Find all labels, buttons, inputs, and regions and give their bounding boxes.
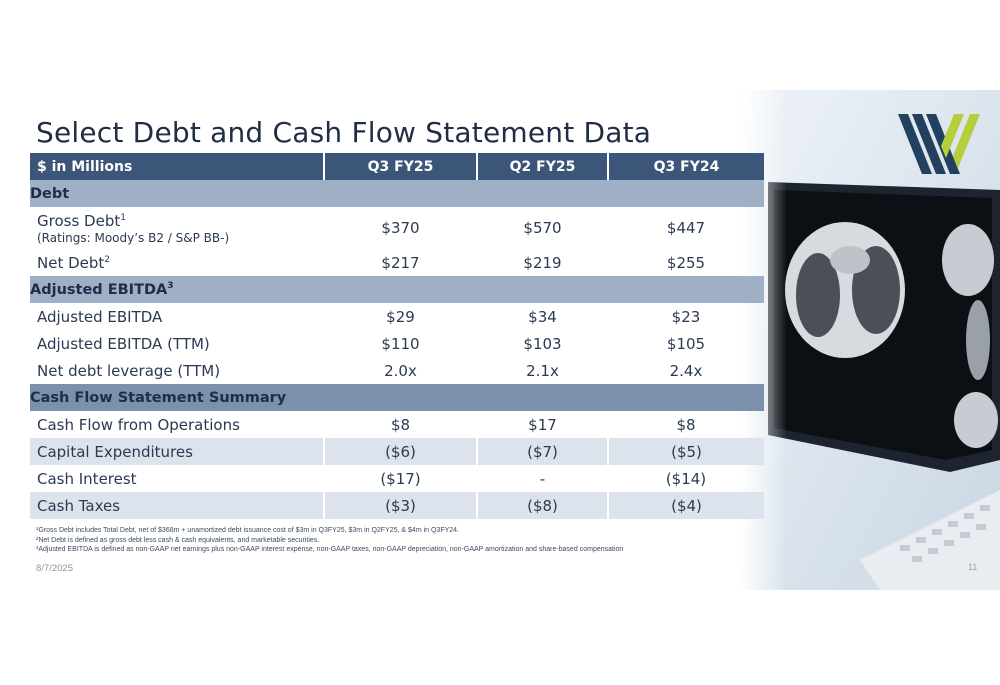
- section-label-text: Adjusted EBITDA: [30, 281, 168, 298]
- ratings-note: (Ratings: Moody’s B2 / S&P BB-): [37, 230, 230, 245]
- cell-value: $105: [666, 334, 706, 353]
- table-row: Gross Debt1 (Ratings: Moody’s B2 / S&P B…: [30, 207, 764, 249]
- footnote-3: ³Adjusted EBITDA is defined as non-GAAP …: [36, 546, 624, 553]
- footnotes: ¹Gross Debt includes Total Debt, net of …: [36, 526, 836, 555]
- table-row: Capital Expenditures ($6) ($7) ($5): [30, 438, 764, 465]
- section-adjusted-ebitda: Adjusted EBITDA3: [30, 276, 764, 303]
- table-row: Adjusted EBITDA $29 $34 $23: [30, 303, 764, 330]
- row-label: Adjusted EBITDA: [37, 307, 163, 326]
- row-label: Gross Debt1 (Ratings: Moody’s B2 / S&P B…: [30, 207, 324, 249]
- row-label: Cash Interest: [37, 469, 137, 488]
- cell-value: ($8): [477, 492, 609, 519]
- cell-value: ($5): [608, 438, 764, 465]
- header-q3fy24: Q3 FY24: [608, 153, 764, 180]
- section-debt: Debt: [30, 180, 764, 207]
- section-label: Debt: [30, 180, 764, 207]
- net-debt-label: Net Debt: [37, 253, 105, 272]
- header-units: $ in Millions: [30, 153, 325, 180]
- cell-value: ($4): [608, 492, 764, 519]
- cell-value: $23: [671, 307, 701, 326]
- table-row: Adjusted EBITDA (TTM) $110 $103 $105: [30, 330, 764, 357]
- section-label: Cash Flow Statement Summary: [30, 384, 764, 411]
- table-row: Cash Flow from Operations $8 $17 $8: [30, 411, 764, 438]
- table-header-row: $ in Millions Q3 FY25 Q2 FY25 Q3 FY24: [30, 153, 764, 180]
- footnote-1: ¹Gross Debt includes Total Debt, net of …: [36, 527, 460, 534]
- cell-value: $110: [381, 334, 420, 353]
- page-number: 11: [968, 562, 978, 572]
- row-label: Adjusted EBITDA (TTM): [37, 334, 210, 353]
- header-q2fy25: Q2 FY25: [477, 153, 609, 180]
- cell-value: 2.1x: [526, 361, 559, 380]
- cell-value: ($6): [324, 438, 478, 465]
- row-label: Net Debt2: [30, 249, 324, 276]
- row-label: Cash Taxes: [30, 492, 325, 519]
- cell-value: $447: [666, 219, 706, 237]
- footnote-marker: 3: [167, 281, 174, 292]
- table-row: Net Debt2 $217 $219 $255: [30, 249, 764, 276]
- section-cash-flow-summary: Cash Flow Statement Summary: [30, 384, 764, 411]
- slide-date: 8/7/2025: [36, 563, 73, 574]
- cell-value: $570: [523, 219, 562, 237]
- footnote-2: ²Net Debt is defined as gross debt less …: [36, 536, 320, 544]
- cell-value: -: [539, 469, 546, 488]
- cell-value: $217: [381, 253, 420, 272]
- cell-value: 2.4x: [669, 361, 703, 380]
- footnote-marker: 1: [120, 212, 126, 223]
- table-row: Cash Taxes ($3) ($8) ($4): [30, 492, 764, 519]
- cell-value: 2.0x: [384, 361, 417, 380]
- slide-title: Select Debt and Cash Flow Statement Data: [36, 116, 652, 149]
- cell-value: $8: [676, 415, 696, 434]
- cell-value: ($7): [477, 438, 609, 465]
- cell-value: $8: [390, 415, 411, 434]
- gross-debt-label: Gross Debt: [37, 211, 121, 230]
- cell-value: $219: [523, 253, 562, 272]
- table-row: Cash Interest ($17) - ($14): [30, 465, 764, 492]
- cell-value: $370: [381, 219, 420, 237]
- table-row: Net debt leverage (TTM) 2.0x 2.1x 2.4x: [30, 357, 764, 384]
- cell-value: $103: [523, 334, 562, 353]
- cell-value: ($3): [324, 492, 478, 519]
- section-label: Adjusted EBITDA3: [30, 276, 764, 303]
- cell-value: $17: [528, 415, 557, 434]
- cell-value: $29: [386, 307, 415, 326]
- header-q3fy25: Q3 FY25: [324, 153, 478, 180]
- cell-value: ($17): [380, 469, 421, 488]
- row-label: Net debt leverage (TTM): [37, 361, 221, 380]
- cell-value: $34: [528, 307, 557, 326]
- cell-value: ($14): [665, 469, 707, 488]
- debt-cashflow-table: $ in Millions Q3 FY25 Q2 FY25 Q3 FY24 De…: [30, 153, 764, 519]
- footnote-marker: 2: [104, 254, 111, 265]
- row-label: Capital Expenditures: [30, 438, 325, 465]
- cell-value: $255: [666, 253, 706, 272]
- row-label: Cash Flow from Operations: [37, 415, 240, 434]
- company-logo-icon: [898, 114, 980, 174]
